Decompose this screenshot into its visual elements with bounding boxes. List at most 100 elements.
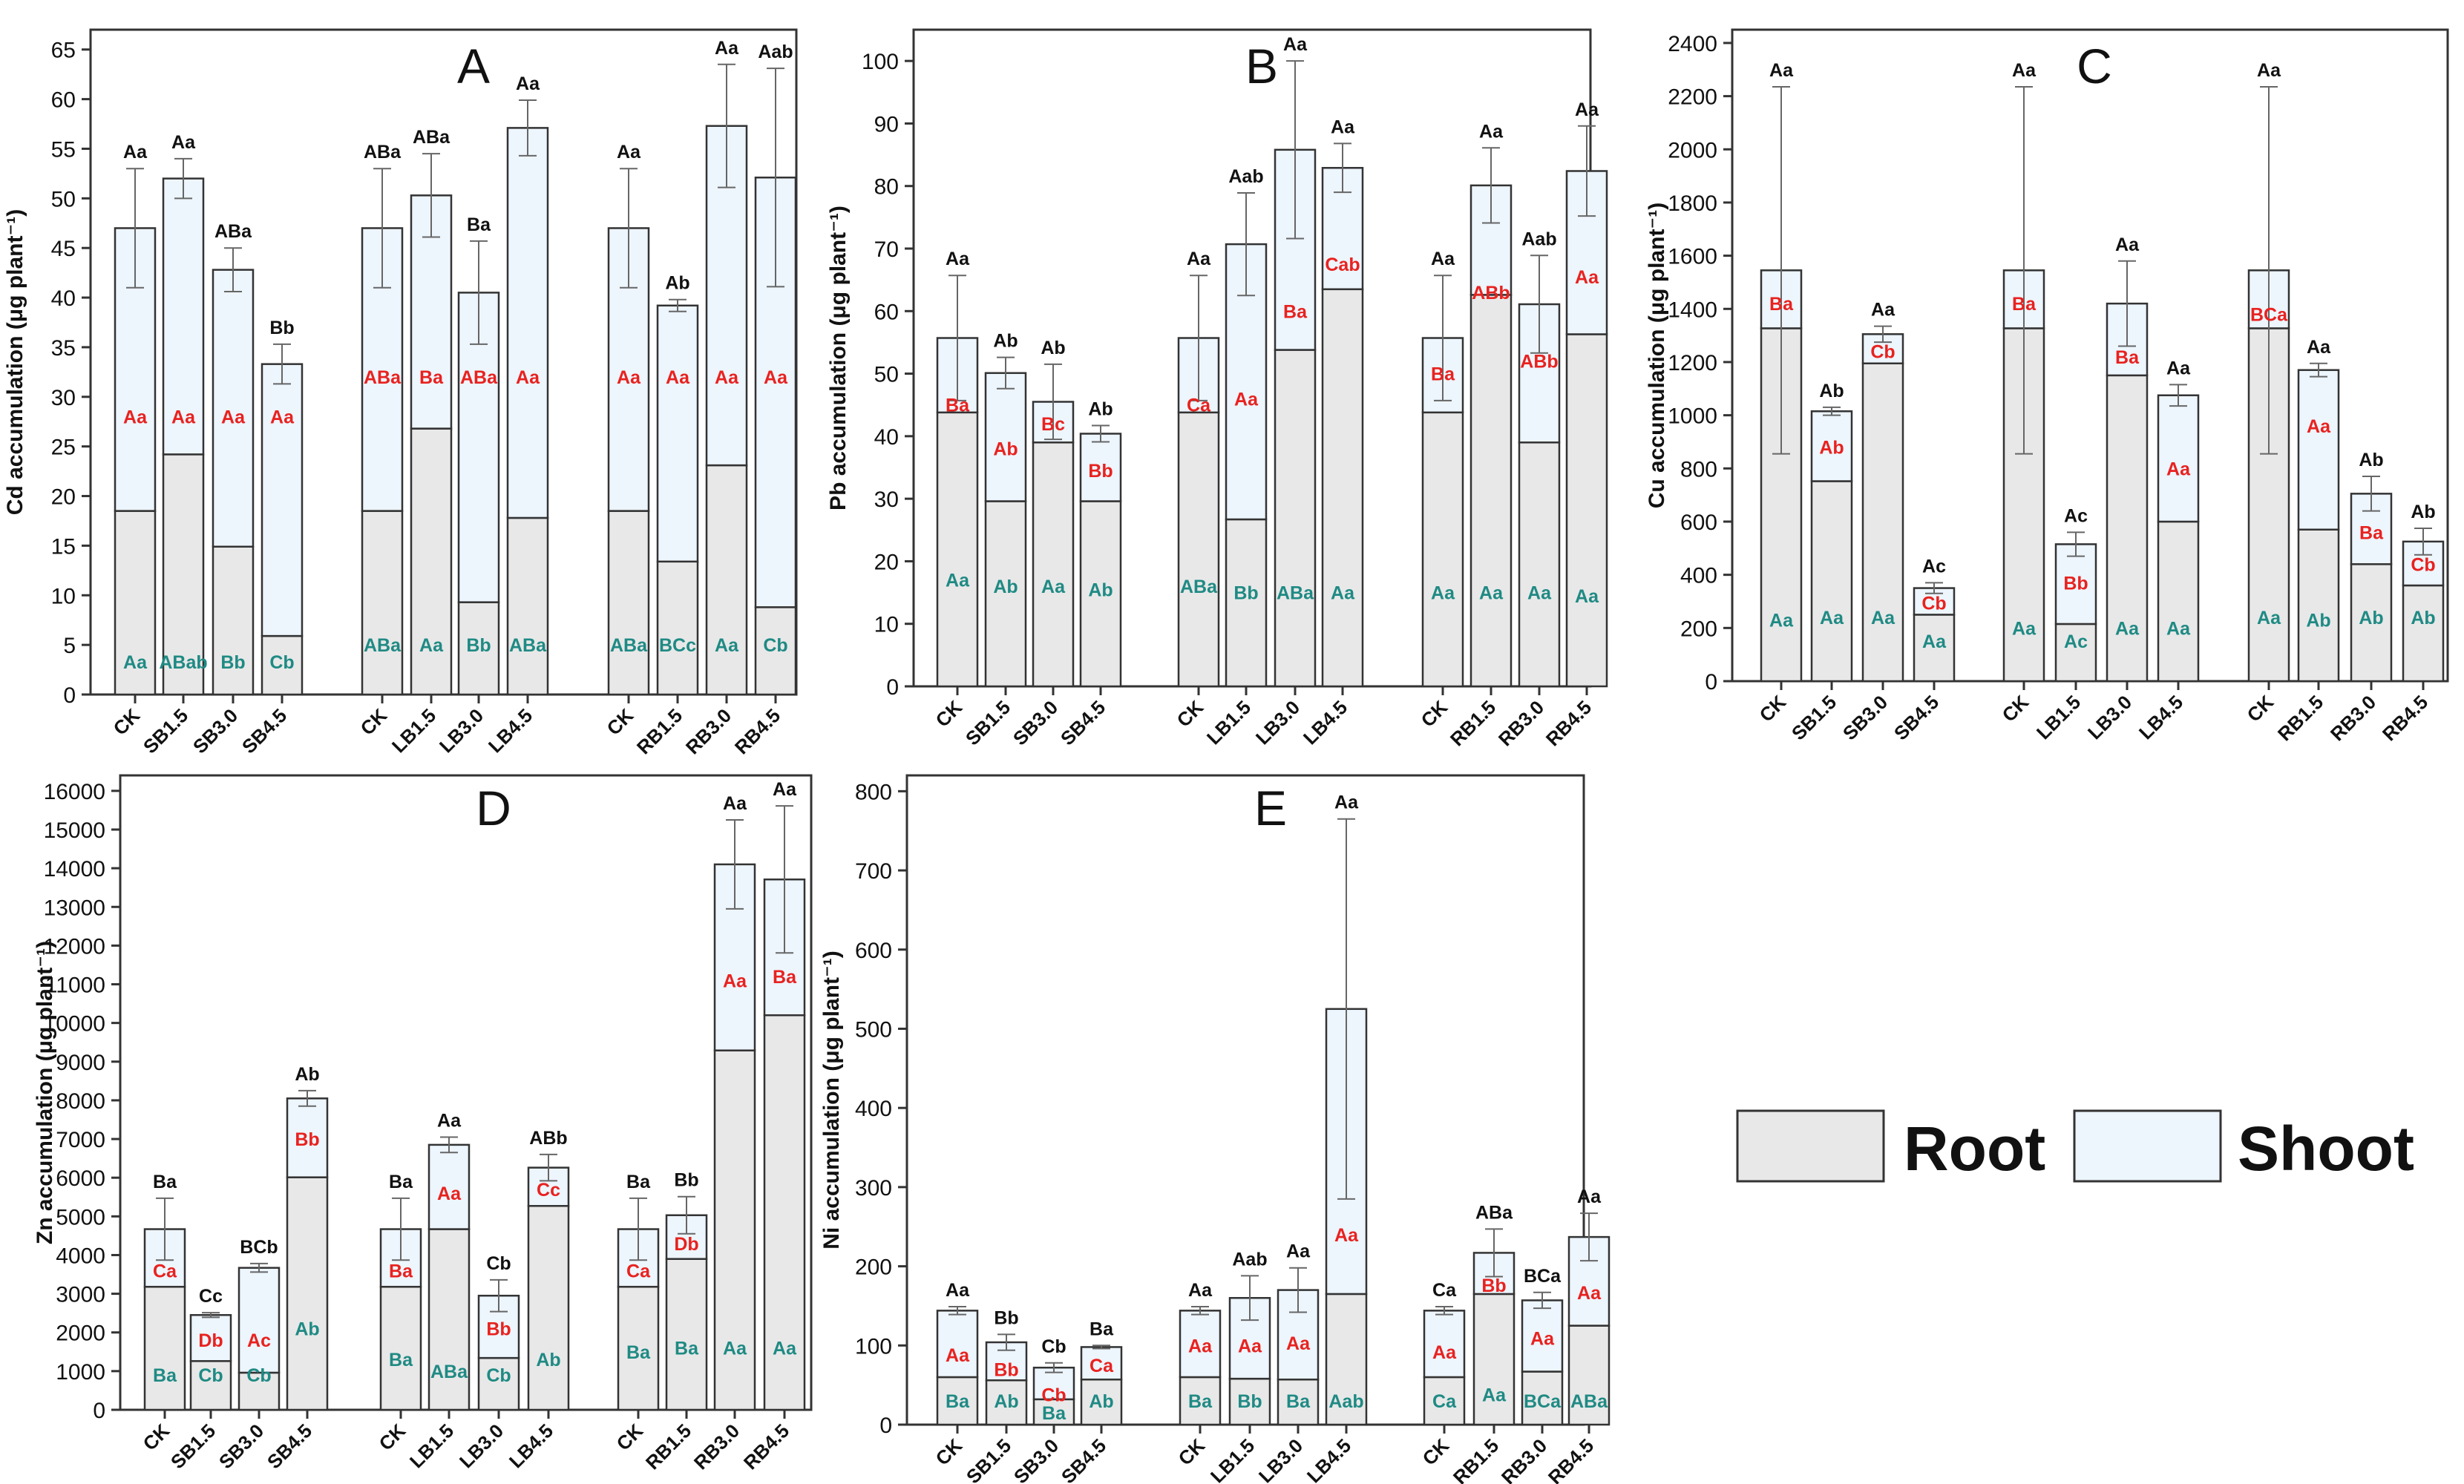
bar-root: [1321, 288, 1364, 688]
y-tick-label: 2000: [1668, 138, 1717, 162]
root-letter: Aab: [1328, 1391, 1363, 1412]
y-tick-label: 15000: [44, 818, 105, 843]
y-tick-label: 300: [855, 1176, 892, 1201]
x-tick-label: CK: [108, 704, 144, 740]
x-tick-label: CK: [602, 704, 638, 740]
y-tick-label: 3000: [56, 1283, 105, 1307]
total-letter: BCb: [240, 1237, 278, 1258]
shoot-letter: Bb: [295, 1129, 319, 1150]
bar-root: [162, 453, 205, 696]
shoot-letter: Ca: [153, 1261, 177, 1281]
root-letter: Aa: [1527, 583, 1552, 604]
shoot-letter: ABb: [1520, 352, 1558, 372]
x-tick-label: CK: [1997, 691, 2033, 726]
root-letter: Aa: [1331, 583, 1355, 604]
total-letter: Cb: [486, 1253, 511, 1274]
root-letter: Ba: [389, 1350, 413, 1370]
x-tick-label: LB4.5: [505, 1419, 557, 1472]
root-letter: BCc: [659, 635, 696, 656]
total-letter: Aa: [723, 793, 747, 814]
shoot-letter: Db: [198, 1330, 223, 1351]
y-tick-label: 0: [1705, 670, 1717, 695]
total-letter: Bb: [269, 318, 294, 338]
bar-root: [1421, 411, 1464, 688]
y-tick-label: 60: [51, 88, 76, 113]
total-letter: Ab: [295, 1064, 319, 1085]
bar-root: [1861, 362, 1904, 683]
bar-shoot: [1080, 1346, 1123, 1381]
total-letter: Ac: [1922, 556, 1946, 577]
y-tick-label: 50: [874, 363, 899, 387]
y-tick-label: 800: [855, 780, 892, 804]
x-tick-label: CK: [1418, 1434, 1453, 1470]
y-tick-label: 2400: [1668, 32, 1717, 56]
bar-root: [607, 510, 650, 696]
bar-root: [506, 516, 549, 696]
panel-letter: B: [1245, 39, 1278, 93]
bar-shoot: [427, 1143, 471, 1230]
legend-swatch-root: [1736, 1109, 1885, 1183]
x-tick-label: SB4.5: [237, 704, 291, 758]
total-letter: Ab: [1088, 399, 1113, 420]
bar-shoot: [984, 372, 1027, 502]
shoot-letter: Aa: [946, 1345, 970, 1366]
shoot-letter: Cb: [1921, 593, 1946, 614]
shoot-letter: Cc: [537, 1180, 560, 1201]
root-letter: Ab: [2359, 608, 2383, 628]
total-letter: Aab: [1232, 1249, 1267, 1270]
y-axis-label: Pb accumulation (μg plant⁻¹): [826, 206, 851, 510]
root-letter: Aa: [2115, 618, 2140, 639]
x-tick-label: LB3.0: [2083, 691, 2136, 743]
shoot-letter: Aa: [1238, 1336, 1262, 1356]
total-letter: Aa: [1871, 300, 1895, 321]
x-tick-label: SB4.5: [263, 1419, 316, 1473]
total-letter: Cc: [199, 1286, 223, 1307]
shoot-letter: Aa: [1530, 1329, 1555, 1350]
y-tick-label: 70: [874, 237, 899, 262]
bar-root: [1810, 480, 1853, 683]
bar-root: [1469, 294, 1513, 688]
bar-root: [617, 1285, 660, 1411]
root-letter: Aa: [123, 652, 148, 673]
root-letter: Cb: [246, 1365, 271, 1386]
shoot-letter: Aa: [715, 367, 739, 388]
x-tick-label: RB4.5: [739, 1419, 793, 1474]
shoot-letter: ABb: [1472, 283, 1510, 303]
y-tick-label: 200: [855, 1255, 892, 1280]
x-tick-label: LB3.0: [1251, 696, 1304, 749]
root-letter: Cb: [763, 635, 787, 656]
root-letter: ABa: [1570, 1391, 1608, 1412]
bar-root: [2157, 520, 2200, 683]
y-tick-label: 13000: [44, 896, 105, 920]
bar-root: [1567, 1324, 1611, 1426]
shoot-letter: Ba: [773, 967, 797, 988]
bar-shoot: [286, 1097, 329, 1178]
shoot-letter: Aa: [1286, 1333, 1311, 1354]
panel-letter: E: [1254, 781, 1287, 835]
bar-root: [2402, 584, 2445, 683]
bar-shoot: [1521, 1299, 1564, 1373]
bar-shoot: [2157, 394, 2200, 523]
x-tick-label: SB4.5: [1057, 1434, 1110, 1484]
x-tick-label: SB1.5: [962, 1434, 1015, 1484]
shoot-letter: Ab: [993, 439, 1018, 460]
shoot-letter: Aa: [270, 407, 295, 428]
panel-letter: C: [2077, 39, 2112, 93]
x-tick-label: CK: [1754, 691, 1790, 726]
root-letter: Aa: [1922, 631, 1947, 652]
shoot-letter: Aa: [1432, 1342, 1457, 1363]
x-tick-label: LB4.5: [2134, 691, 2187, 743]
x-tick-label: CK: [612, 1419, 647, 1455]
total-letter: Aa: [1331, 116, 1355, 137]
bar-root: [379, 1285, 422, 1411]
bar-root: [2002, 327, 2045, 683]
shoot-letter: Bb: [486, 1319, 511, 1340]
total-letter: Aa: [1431, 249, 1455, 269]
panel-letter: A: [457, 39, 490, 93]
x-tick-label: SB4.5: [1890, 691, 1943, 744]
y-tick-label: 1000: [1668, 404, 1717, 429]
total-letter: Aa: [2115, 234, 2140, 255]
y-tick-label: 16000: [44, 780, 105, 804]
shoot-letter: Ba: [419, 367, 444, 388]
bar-root: [1913, 614, 1956, 683]
